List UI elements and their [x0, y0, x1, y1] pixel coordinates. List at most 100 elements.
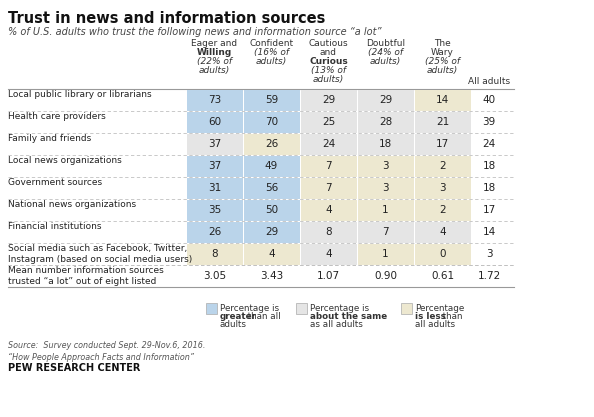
Text: is less: is less	[415, 312, 446, 321]
Bar	[301, 156, 356, 176]
Text: 73: 73	[208, 95, 221, 105]
Bar	[187, 90, 242, 111]
Text: 2: 2	[439, 205, 446, 215]
Text: Local news organizations: Local news organizations	[8, 156, 122, 165]
Bar	[187, 178, 242, 198]
Text: 3: 3	[439, 183, 446, 193]
Text: 8: 8	[211, 249, 218, 259]
Text: The: The	[434, 39, 451, 48]
Text: and: and	[320, 48, 337, 57]
Text: all adults: all adults	[415, 320, 455, 329]
Bar	[415, 221, 470, 243]
Text: 1: 1	[382, 205, 389, 215]
Bar	[358, 178, 413, 198]
Bar	[358, 221, 413, 243]
Text: Curious: Curious	[309, 57, 348, 66]
Text: 3: 3	[382, 183, 389, 193]
Bar	[244, 90, 299, 111]
Text: 4: 4	[325, 205, 332, 215]
Text: 1: 1	[382, 249, 389, 259]
Text: 21: 21	[436, 117, 449, 127]
Text: 26: 26	[265, 139, 278, 149]
Text: about the same: about the same	[310, 312, 387, 321]
Text: Financial institutions: Financial institutions	[8, 222, 102, 231]
Bar	[415, 133, 470, 155]
Bar	[415, 90, 470, 111]
Text: as all adults: as all adults	[310, 320, 363, 329]
Bar	[244, 244, 299, 264]
Text: 56: 56	[265, 183, 278, 193]
Bar	[187, 133, 242, 155]
Text: 17: 17	[436, 139, 449, 149]
Bar	[244, 221, 299, 243]
Text: 4: 4	[268, 249, 275, 259]
Text: 24: 24	[482, 139, 495, 149]
Text: 31: 31	[208, 183, 221, 193]
Text: 28: 28	[379, 117, 392, 127]
Bar	[415, 156, 470, 176]
Bar	[301, 221, 356, 243]
Bar	[401, 303, 412, 314]
Text: 3: 3	[486, 249, 492, 259]
Text: 0.90: 0.90	[374, 271, 397, 281]
Text: % of U.S. adults who trust the following news and information source “a lot”: % of U.S. adults who trust the following…	[8, 27, 381, 37]
Bar	[358, 133, 413, 155]
Text: adults): adults)	[199, 66, 230, 75]
Text: Wary: Wary	[431, 48, 454, 57]
Bar	[244, 133, 299, 155]
Bar	[301, 199, 356, 221]
Text: All adults: All adults	[468, 77, 510, 86]
Bar	[187, 111, 242, 133]
Text: 49: 49	[265, 161, 278, 171]
Bar	[206, 303, 217, 314]
Text: 18: 18	[482, 161, 495, 171]
Text: 14: 14	[436, 95, 449, 105]
Text: Health care providers: Health care providers	[8, 112, 106, 121]
Text: adults: adults	[220, 320, 247, 329]
Text: 7: 7	[382, 227, 389, 237]
Text: 18: 18	[379, 139, 392, 149]
Bar	[187, 221, 242, 243]
Text: 1.72: 1.72	[478, 271, 501, 281]
Text: 14: 14	[482, 227, 495, 237]
Bar	[187, 199, 242, 221]
Text: 70: 70	[265, 117, 278, 127]
Text: greater: greater	[220, 312, 257, 321]
Text: than all: than all	[245, 312, 281, 321]
Text: 60: 60	[208, 117, 221, 127]
Text: Doubtful: Doubtful	[366, 39, 405, 48]
Text: Social media such as Facebook, Twitter,
Instagram (based on social media users): Social media such as Facebook, Twitter, …	[8, 244, 192, 264]
Text: Trust in news and information sources: Trust in news and information sources	[8, 11, 326, 26]
Bar	[301, 178, 356, 198]
Bar	[415, 199, 470, 221]
Bar	[358, 111, 413, 133]
Bar	[301, 90, 356, 111]
Text: Local public library or librarians: Local public library or librarians	[8, 90, 151, 99]
Text: Eager and: Eager and	[191, 39, 238, 48]
Bar	[244, 178, 299, 198]
Text: National news organizations: National news organizations	[8, 200, 136, 209]
Text: 35: 35	[208, 205, 221, 215]
Bar	[358, 156, 413, 176]
Text: (13% of: (13% of	[311, 66, 346, 75]
Text: 0: 0	[439, 249, 446, 259]
Text: 4: 4	[325, 249, 332, 259]
Text: (25% of: (25% of	[425, 57, 460, 66]
Text: Percentage: Percentage	[415, 304, 465, 313]
Bar	[187, 244, 242, 264]
Bar	[296, 303, 307, 314]
Text: 17: 17	[482, 205, 495, 215]
Text: 4: 4	[439, 227, 446, 237]
Text: 37: 37	[208, 139, 221, 149]
Bar	[244, 111, 299, 133]
Text: 18: 18	[482, 183, 495, 193]
Text: 25: 25	[322, 117, 335, 127]
Bar	[358, 90, 413, 111]
Bar	[415, 244, 470, 264]
Text: than: than	[440, 312, 463, 321]
Text: 40: 40	[482, 95, 495, 105]
Text: adults): adults)	[313, 75, 344, 84]
Text: Family and friends: Family and friends	[8, 134, 91, 143]
Text: 29: 29	[265, 227, 278, 237]
Text: (22% of: (22% of	[197, 57, 232, 66]
